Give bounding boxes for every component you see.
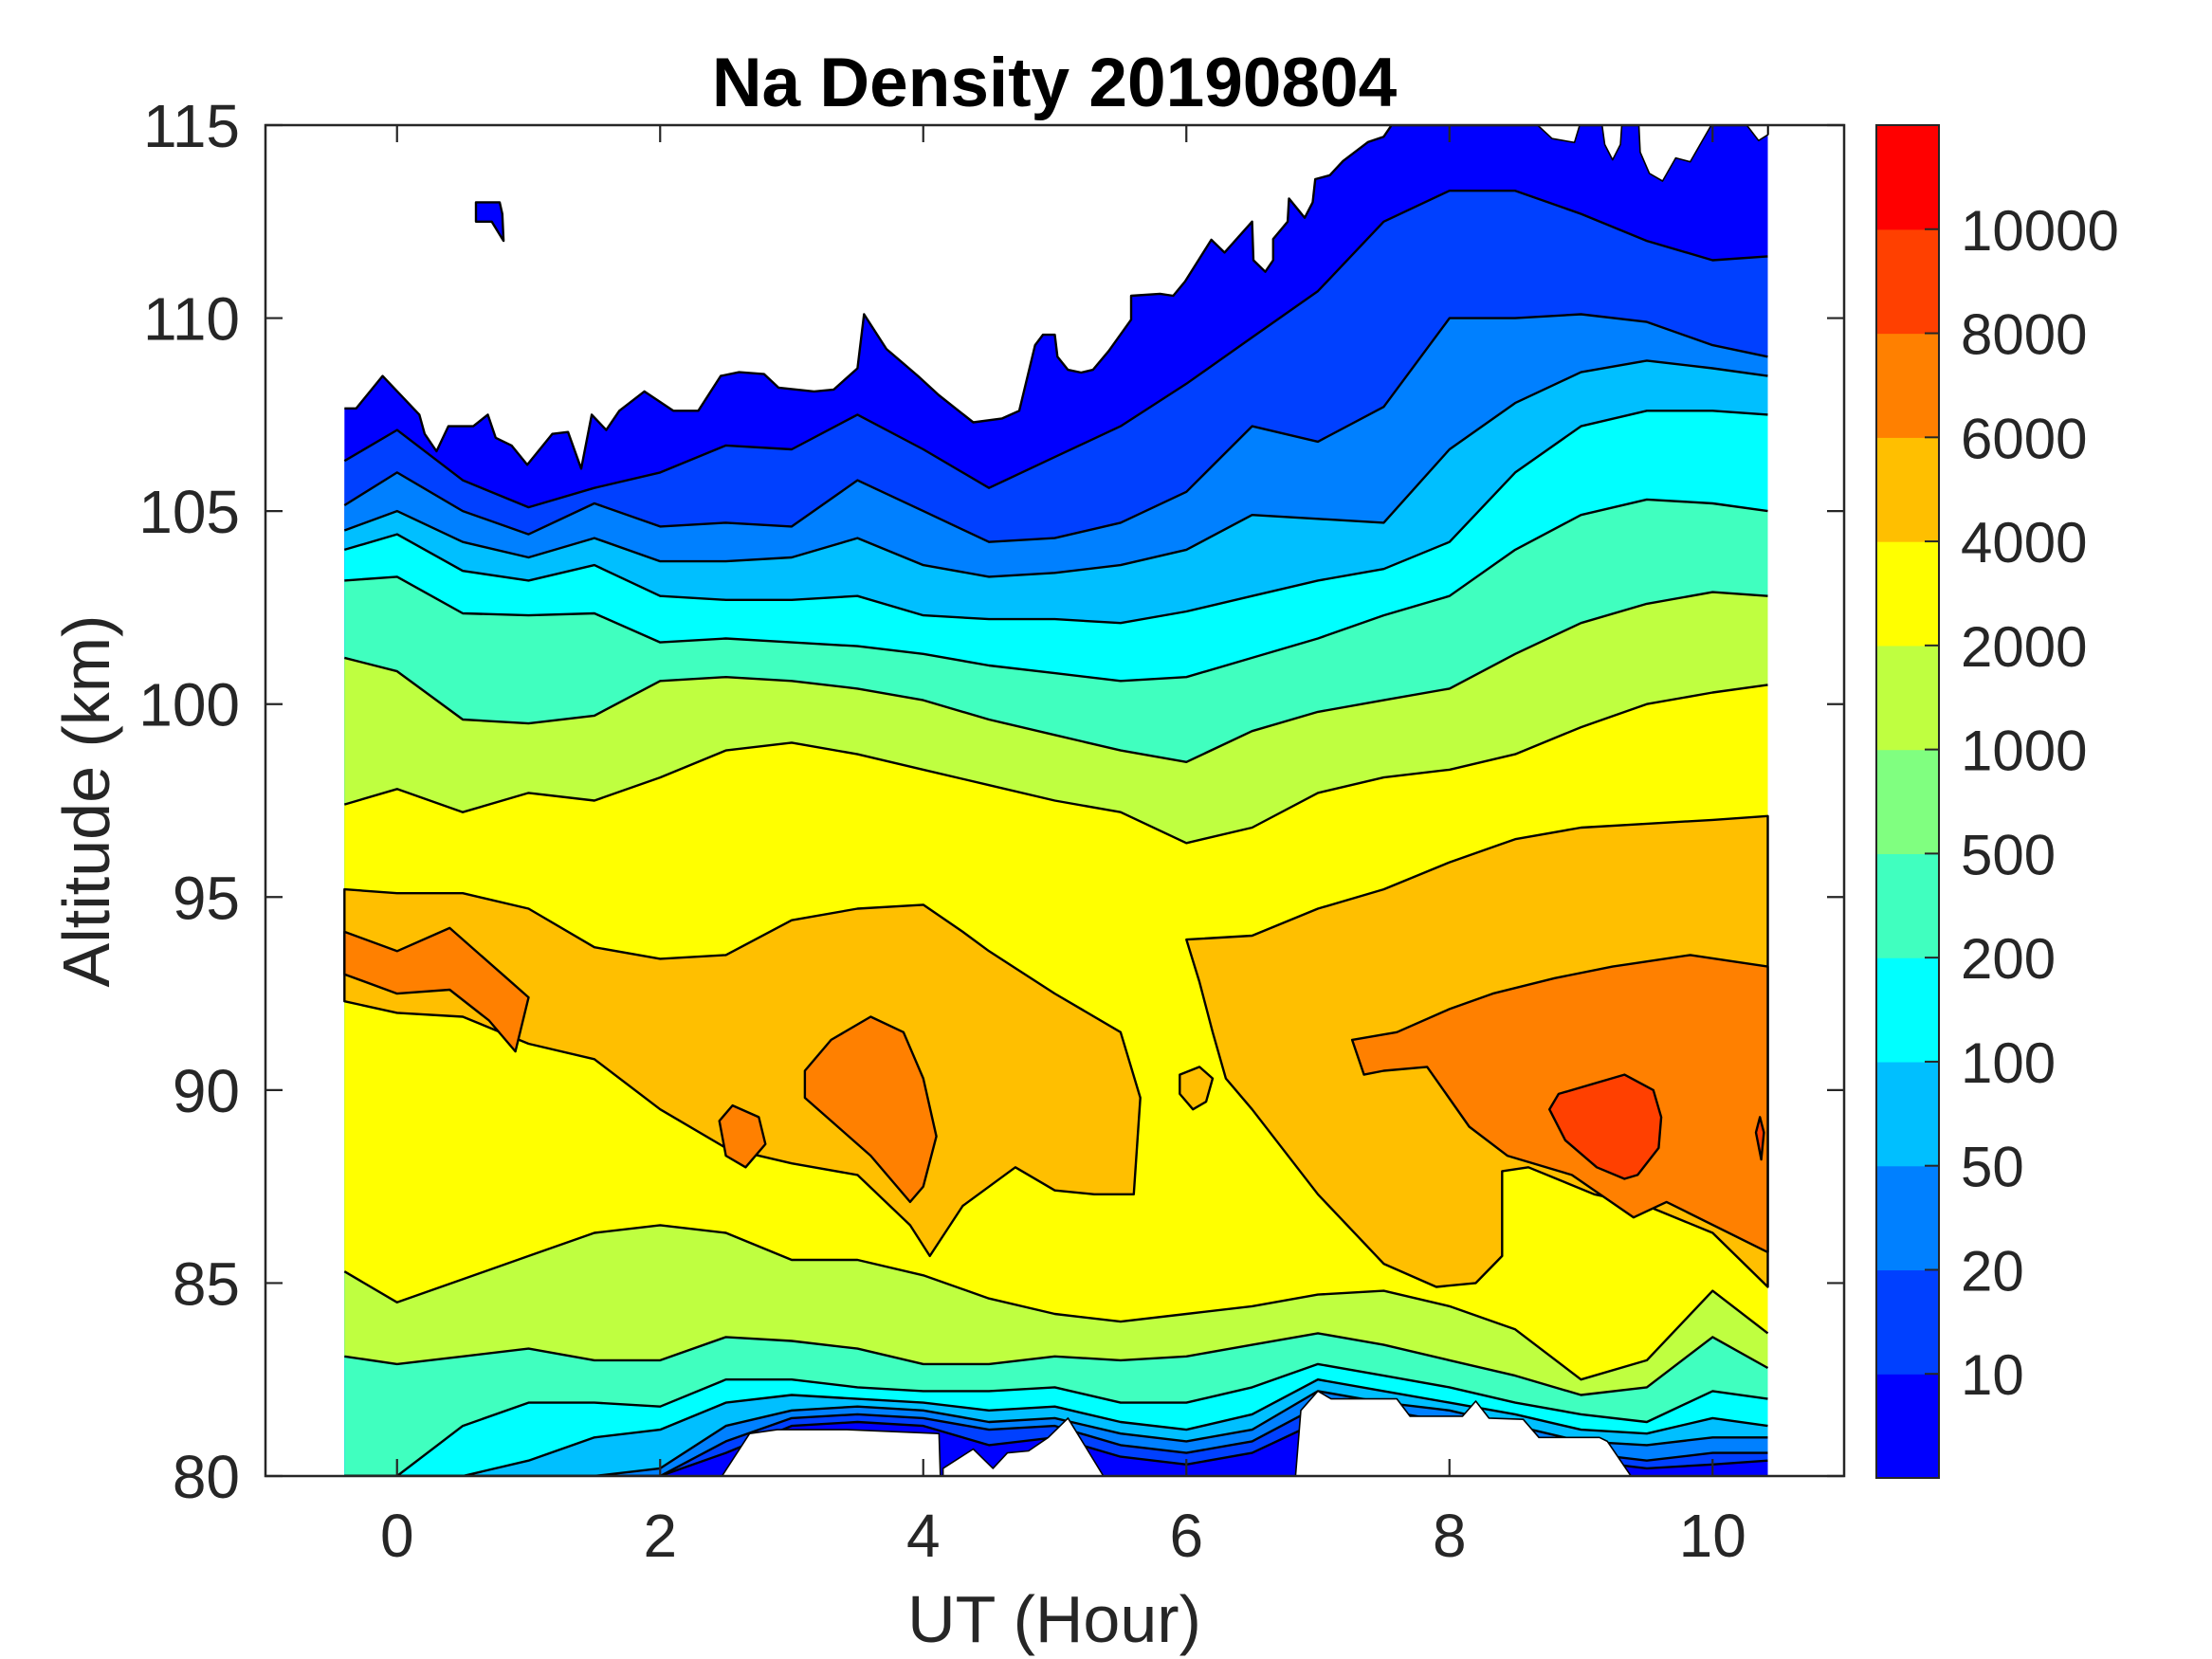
- missing-data-region: [1294, 1390, 1632, 1476]
- contour-region-8000: [1547, 1073, 1663, 1180]
- contour-region-6000: [803, 1015, 938, 1204]
- missing-data-region: [1637, 125, 1712, 182]
- colorbar-tick-label: 500: [1961, 823, 2056, 886]
- missing-data-region: [721, 1429, 941, 1476]
- colorbar-band: [1876, 749, 1939, 854]
- colorbar: 10 20 50 100 200 500 1000 2000 4000 6000 8000 10000: [1875, 124, 2119, 1479]
- contour-line-lower-200: [344, 1362, 1768, 1476]
- contour-line-upper-2000: [343, 684, 1768, 845]
- x-tick-label: 6: [1169, 1502, 1203, 1570]
- colorbar-tick-label: 10: [1961, 1343, 2024, 1407]
- colorbar-tick-label: 6000: [1961, 407, 2087, 470]
- colorbar-tick-label: 50: [1961, 1136, 2024, 1199]
- contour-region-4000: [1179, 1066, 1215, 1111]
- contour-plot: [343, 125, 1769, 1476]
- contour-line-upper-10: [343, 189, 1768, 509]
- contour-line-lower-50: [344, 1390, 1768, 1476]
- y-tick-label: 95: [173, 864, 240, 932]
- contour-region-4000: [343, 887, 1142, 1258]
- contour-line-upper-200: [344, 498, 1768, 683]
- colorbar-band: [1876, 541, 1939, 647]
- axes: 0 2 4 6 8 10 80 85 90 95 100 105 110 115: [138, 92, 1846, 1570]
- contour-region-8000: [1754, 1116, 1765, 1161]
- contour-line-upper-500: [344, 591, 1768, 763]
- colorbar-band: [1876, 228, 1939, 335]
- x-axis-label: UT (Hour): [907, 1582, 1201, 1656]
- x-tick-label: 4: [906, 1502, 941, 1570]
- chart-title: Na Density 20190804: [712, 45, 1398, 121]
- y-tick-label: 100: [138, 671, 240, 739]
- missing-data-region: [941, 1417, 1105, 1476]
- contour-patch: [474, 201, 505, 243]
- colorbar-outline: [1875, 124, 1940, 1479]
- y-tick-label: 80: [173, 1443, 240, 1511]
- contour-line-lower-100: [344, 1377, 1768, 1476]
- contour-region-6000: [343, 926, 530, 1053]
- x-tick-label: 0: [380, 1502, 414, 1570]
- axes-box: [264, 123, 1846, 1478]
- colorbar-band: [1876, 437, 1939, 542]
- contour-line-upper-100: [343, 410, 1768, 625]
- colorbar-tick-label: 10000: [1961, 199, 2119, 263]
- colorbar-band: [1876, 1061, 1939, 1167]
- y-tick-label: 90: [173, 1057, 240, 1125]
- colorbar-band: [1876, 1374, 1939, 1479]
- x-tick-label: 10: [1679, 1502, 1746, 1570]
- colorbar-band: [1876, 1165, 1939, 1271]
- colorbar-tick-label: 4000: [1961, 511, 2087, 574]
- colorbar-band: [1876, 1269, 1939, 1375]
- x-tick-label: 8: [1433, 1502, 1467, 1570]
- colorbar-tick-label: 200: [1961, 927, 2056, 991]
- contour-line-upper-20: [343, 313, 1768, 543]
- contour-line-top-edge: [344, 125, 1769, 470]
- colorbar-tick-label: 8000: [1961, 303, 2087, 367]
- colorbar-band: [1876, 125, 1939, 230]
- missing-data-region: [1536, 125, 1581, 144]
- colorbar-tick-label: 100: [1961, 1031, 2056, 1095]
- colorbar-band: [1876, 853, 1939, 958]
- colorbar-tick-label: 1000: [1961, 720, 2087, 783]
- missing-data-region: [1746, 125, 1769, 142]
- contour-region-6000: [718, 1103, 767, 1169]
- y-tick-label: 105: [138, 478, 240, 546]
- colorbar-band: [1876, 333, 1939, 438]
- colorbar-band: [1876, 645, 1939, 751]
- colorbar-tick-label: 20: [1961, 1239, 2024, 1303]
- y-tick-label: 85: [173, 1249, 240, 1318]
- x-tick-label: 2: [643, 1502, 677, 1570]
- colorbar-band: [1876, 957, 1939, 1063]
- colorbar-tick-label: 2000: [1961, 615, 2087, 679]
- y-axis-label: Altitude (km): [49, 615, 123, 988]
- y-tick-label: 115: [143, 92, 240, 160]
- contour-line-lower-500: [344, 1332, 1769, 1396]
- y-tick-label: 110: [143, 285, 240, 354]
- missing-data-region: [1600, 125, 1623, 161]
- contour-line-upper-50: [343, 359, 1768, 578]
- contour-line-lower-2000: [343, 1224, 1769, 1381]
